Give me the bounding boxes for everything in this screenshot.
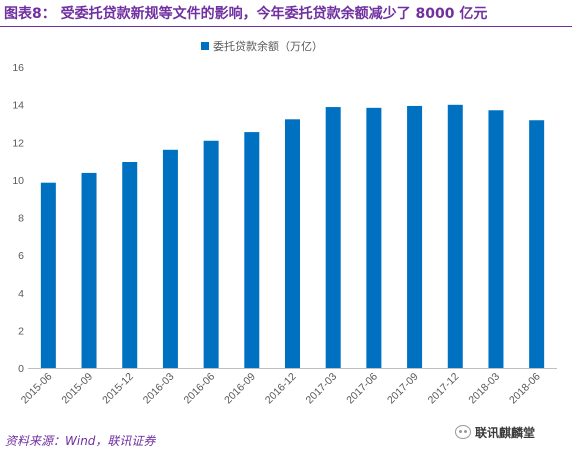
x-tick-label: 2016-03 xyxy=(141,371,177,407)
x-tick-label: 2015-12 xyxy=(100,371,136,407)
x-axis: 2015-06 2015-09 2015-12 2016-03 2016-06 2016-… xyxy=(19,371,543,407)
y-axis: 0 2 4 6 8 10 12 14 16 xyxy=(12,62,24,375)
x-tick-label: 2015-06 xyxy=(19,371,55,407)
y-tick-label: 0 xyxy=(18,363,24,375)
y-tick-label: 6 xyxy=(18,250,24,262)
bar-2017-09 xyxy=(407,105,423,368)
watermark-logo: 联讯麒麟堂 xyxy=(455,421,565,443)
legend-label: 委托贷款余额（万亿） xyxy=(213,39,323,53)
x-tick-label: 2017-03 xyxy=(304,371,340,407)
legend-swatch xyxy=(201,42,209,50)
bar-2017-12 xyxy=(447,104,463,368)
y-tick-label: 10 xyxy=(12,175,24,187)
x-tick-label: 2017-12 xyxy=(426,371,462,407)
x-tick-label: 2015-09 xyxy=(59,371,95,407)
bar-2015-12 xyxy=(122,162,138,368)
x-tick-label: 2017-09 xyxy=(385,371,421,407)
bar-2018-03 xyxy=(488,110,504,369)
watermark-text: 联讯麒麟堂 xyxy=(475,425,536,440)
y-tick-label: 14 xyxy=(12,100,24,112)
bar-2016-09 xyxy=(244,132,260,368)
x-tick-label: 2017-06 xyxy=(344,371,380,407)
bar-2017-06 xyxy=(366,107,382,368)
wechat-icon xyxy=(455,425,471,439)
bar-2015-06 xyxy=(40,182,56,368)
source-note: 资料来源：Wind，联讯证券 xyxy=(5,434,156,448)
y-tick-label: 16 xyxy=(12,62,24,74)
x-tick-label: 2018-03 xyxy=(466,371,502,407)
y-tick-label: 2 xyxy=(18,325,24,337)
x-tick-label: 2016-06 xyxy=(181,371,217,407)
bar-series xyxy=(40,104,545,369)
bar-2017-03 xyxy=(325,107,341,368)
chart-title: 图表8： 受委托贷款新规等文件的影响，今年委托贷款余额减少了 8000 亿元 xyxy=(4,6,488,22)
y-tick-label: 8 xyxy=(18,213,24,225)
legend: 委托贷款余额（万亿） xyxy=(201,39,323,53)
bar-2016-12 xyxy=(285,119,300,368)
bar-2016-03 xyxy=(162,149,178,368)
bar-2016-06 xyxy=(203,140,219,368)
x-tick-label: 2018-06 xyxy=(507,371,543,407)
bar-2015-09 xyxy=(81,172,97,368)
title-divider xyxy=(0,26,572,27)
y-tick-label: 4 xyxy=(18,288,24,300)
x-tick-label: 2016-12 xyxy=(263,371,299,407)
bar-2018-06 xyxy=(529,120,545,369)
x-tick-label: 2016-09 xyxy=(222,371,258,407)
y-tick-label: 12 xyxy=(12,137,24,149)
